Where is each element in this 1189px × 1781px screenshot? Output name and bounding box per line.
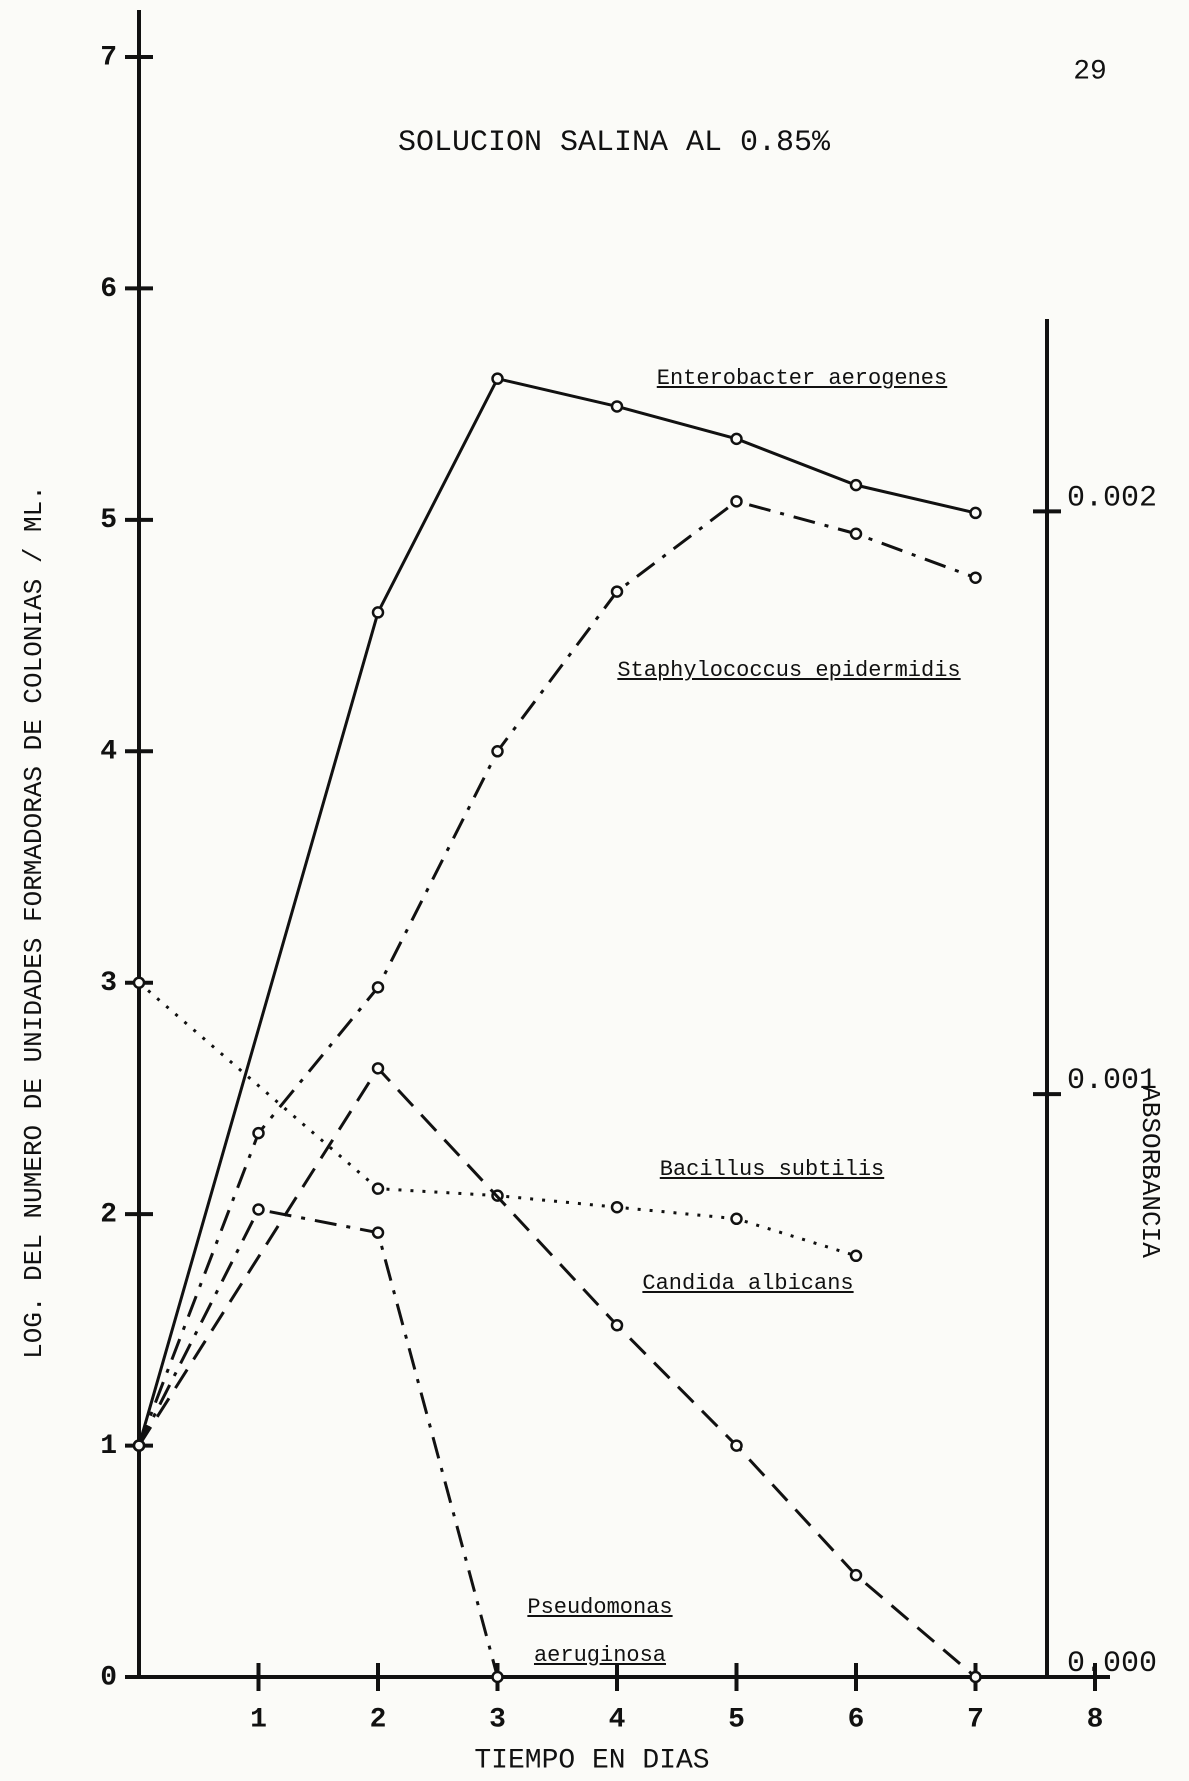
y-tick-label: 0 [100,1662,117,1693]
series-label: Staphylococcus epidermidis [617,658,961,683]
y2-tick-label: 0.002 [1067,481,1157,515]
x-tick-label: 8 [1087,1704,1104,1735]
y-tick-label: 4 [100,737,117,768]
y2-axis-label: ABSORBANCIA [1135,1086,1165,1258]
x-axis-label: TIEMPO EN DIAS [474,1745,709,1776]
x-tick-label: 2 [370,1704,387,1735]
series-line [137,499,977,1447]
data-point [849,1249,863,1263]
data-point [371,1062,385,1075]
data-point [849,1568,863,1582]
x-tick-label: 5 [728,1704,745,1735]
data-point [969,506,982,520]
series-label: Pseudomonas aeruginosa [527,1595,673,1668]
y2-tick-label: 0.000 [1067,1647,1157,1681]
data-point [730,1212,743,1226]
data-point [491,745,504,758]
chart-title: SOLUCION SALINA AL 0.85% [398,126,831,160]
page-number: 29 [1073,56,1107,87]
series-line [137,1065,977,1679]
y-tick-label: 7 [100,42,117,73]
data-point [491,1670,504,1684]
data-point [610,1200,624,1214]
data-point [610,400,624,413]
y-tick-label: 2 [100,1200,117,1231]
data-point [132,976,146,989]
data-point [849,478,863,492]
data-point [610,585,624,598]
series-label: Enterobacter aerogenes [656,366,948,391]
x-tick-label: 7 [967,1704,984,1735]
y2-tick-label: 0.001 [1067,1064,1157,1098]
series-line [137,1207,499,1678]
x-tick-label: 4 [609,1704,626,1735]
data-point [849,527,863,540]
data-point [730,1439,743,1452]
series-label: Candida albicans [642,1271,854,1296]
y-tick-label: 6 [100,274,117,305]
data-point [969,1670,982,1684]
data-point [730,432,743,446]
data-point [371,606,385,619]
data-point [491,372,504,385]
x-tick-label: 1 [250,1704,267,1735]
series-label: Bacillus subtilis [659,1157,885,1182]
y-tick-label: 1 [100,1431,117,1462]
y-tick-label: 3 [100,968,117,999]
data-point [252,1203,265,1216]
data-point [132,1439,146,1452]
data-point [371,981,385,994]
x-tick-label: 3 [489,1704,506,1735]
data-point [730,495,743,508]
series-line [138,981,857,1258]
data-point [610,1318,624,1332]
y-tick-label: 5 [100,505,117,536]
data-point [371,1226,385,1239]
data-point [371,1182,385,1195]
x-tick-label: 6 [848,1704,865,1735]
data-point [252,1126,265,1140]
y-axis-label: LOG. DEL NUMERO DE UNIDADES FORMADORAS D… [19,485,49,1359]
data-point [969,571,982,584]
